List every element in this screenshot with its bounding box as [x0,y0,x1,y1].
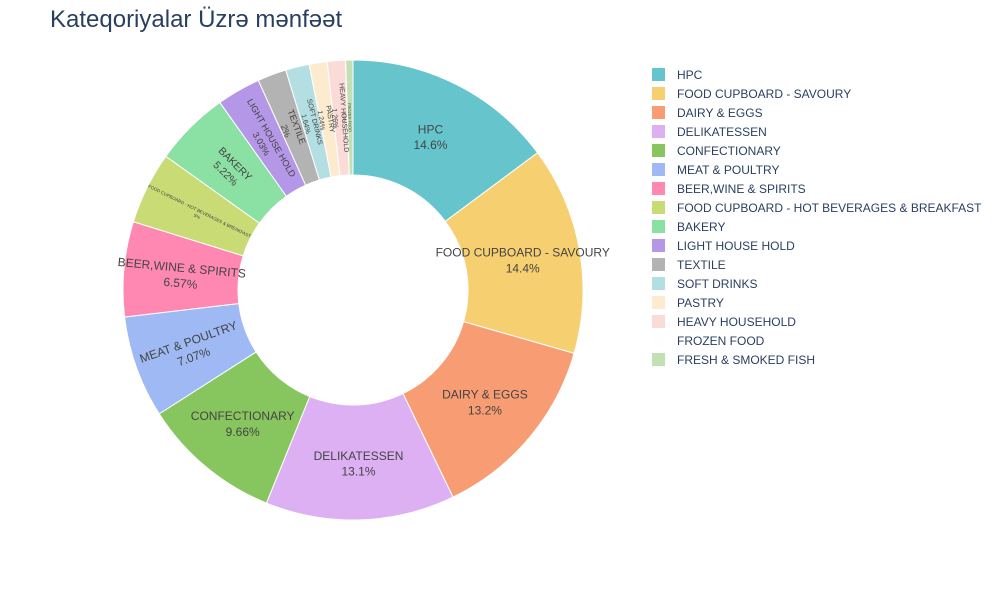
legend-label: BAKERY [677,219,726,234]
legend-item[interactable]: HPC [648,65,982,84]
legend-swatch [652,106,665,119]
legend-item[interactable]: CONFECTIONARY [648,141,982,160]
slice-label: CONFECTIONARY 9.66% [191,409,295,439]
legend-label: SOFT DRINKS [677,276,758,291]
legend-label: LIGHT HOUSE HOLD [677,238,795,253]
legend-swatch [652,220,665,233]
legend-label: TEXTILE [677,257,726,272]
slice-label: FROZEN FOOD0.0% [342,103,353,133]
legend-swatch [652,144,665,157]
slice-label: FOOD CUPBOARD - SAVOURY 14.4% [436,246,610,276]
legend-label: DELIKATESSEN [677,124,767,139]
legend-label: FOOD CUPBOARD - HOT BEVERAGES & BREAKFAS… [677,200,982,215]
legend-item[interactable]: PASTRY [648,293,982,312]
slice-fresh-smoked-fish[interactable] [345,59,354,176]
legend-swatch [652,296,665,309]
slice-label: DAIRY & EGGS 13.2% [442,388,528,418]
legend-item[interactable]: DELIKATESSEN [648,122,982,141]
legend-label: CONFECTIONARY [677,143,781,158]
slice-hpc[interactable] [352,59,539,223]
legend-label: BEER,WINE & SPIRITS [677,181,806,196]
slice-dairy-eggs[interactable] [402,321,575,498]
legend-item[interactable]: FROZEN FOOD [648,331,982,350]
legend-item[interactable]: TEXTILE [648,255,982,274]
slice-label: PASTRY1.24% [315,105,335,135]
legend-label: HPC [677,67,703,82]
legend-item[interactable]: LIGHT HOUSE HOLD [648,236,982,255]
legend-label: FRESH & SMOKED FISH [677,352,816,367]
legend-label: FROZEN FOOD [677,333,765,348]
legend-item[interactable]: FRESH & SMOKED FISH [648,350,982,369]
legend-swatch [652,87,665,100]
legend-swatch [652,353,665,366]
legend-swatch [652,182,665,195]
slice-label: HPC 14.6% [413,122,447,152]
legend-swatch [652,277,665,290]
slice-delikatessen[interactable] [265,392,454,521]
legend-label: DAIRY & EGGS [677,105,763,120]
legend-swatch [652,68,665,81]
legend: HPC FOOD CUPBOARD - SAVOURY DAIRY & EGGS DE… [648,65,982,369]
legend-item[interactable]: FOOD CUPBOARD - HOT BEVERAGES & BREAKFAS… [648,198,982,217]
legend-item[interactable]: DAIRY & EGGS [648,103,982,122]
legend-swatch [652,315,665,328]
legend-item[interactable]: BAKERY [648,217,982,236]
legend-label: FOOD CUPBOARD - SAVOURY [677,86,852,101]
chart-title: Kateqoriyalar Üzrə mənfəət [50,6,343,33]
legend-swatch [652,239,665,252]
legend-swatch [652,334,665,347]
legend-item[interactable]: MEAT & POULTRY [648,160,982,179]
legend-label: PASTRY [677,295,724,310]
legend-swatch [652,201,665,214]
legend-swatch [652,125,665,138]
legend-item[interactable]: HEAVY HOUSEHOLD [648,312,982,331]
legend-item[interactable]: FOOD CUPBOARD - SAVOURY [648,84,982,103]
legend-item[interactable]: SOFT DRINKS [648,274,982,293]
slice-food-cupboard-savoury[interactable] [444,152,584,354]
slices-group [122,59,584,521]
legend-label: MEAT & POULTRY [677,162,780,177]
legend-item[interactable]: BEER,WINE & SPIRITS [648,179,982,198]
legend-swatch [652,258,665,271]
slice-label: DELIKATESSEN 13.1% [314,449,404,479]
legend-label: HEAVY HOUSEHOLD [677,314,796,329]
legend-swatch [652,163,665,176]
